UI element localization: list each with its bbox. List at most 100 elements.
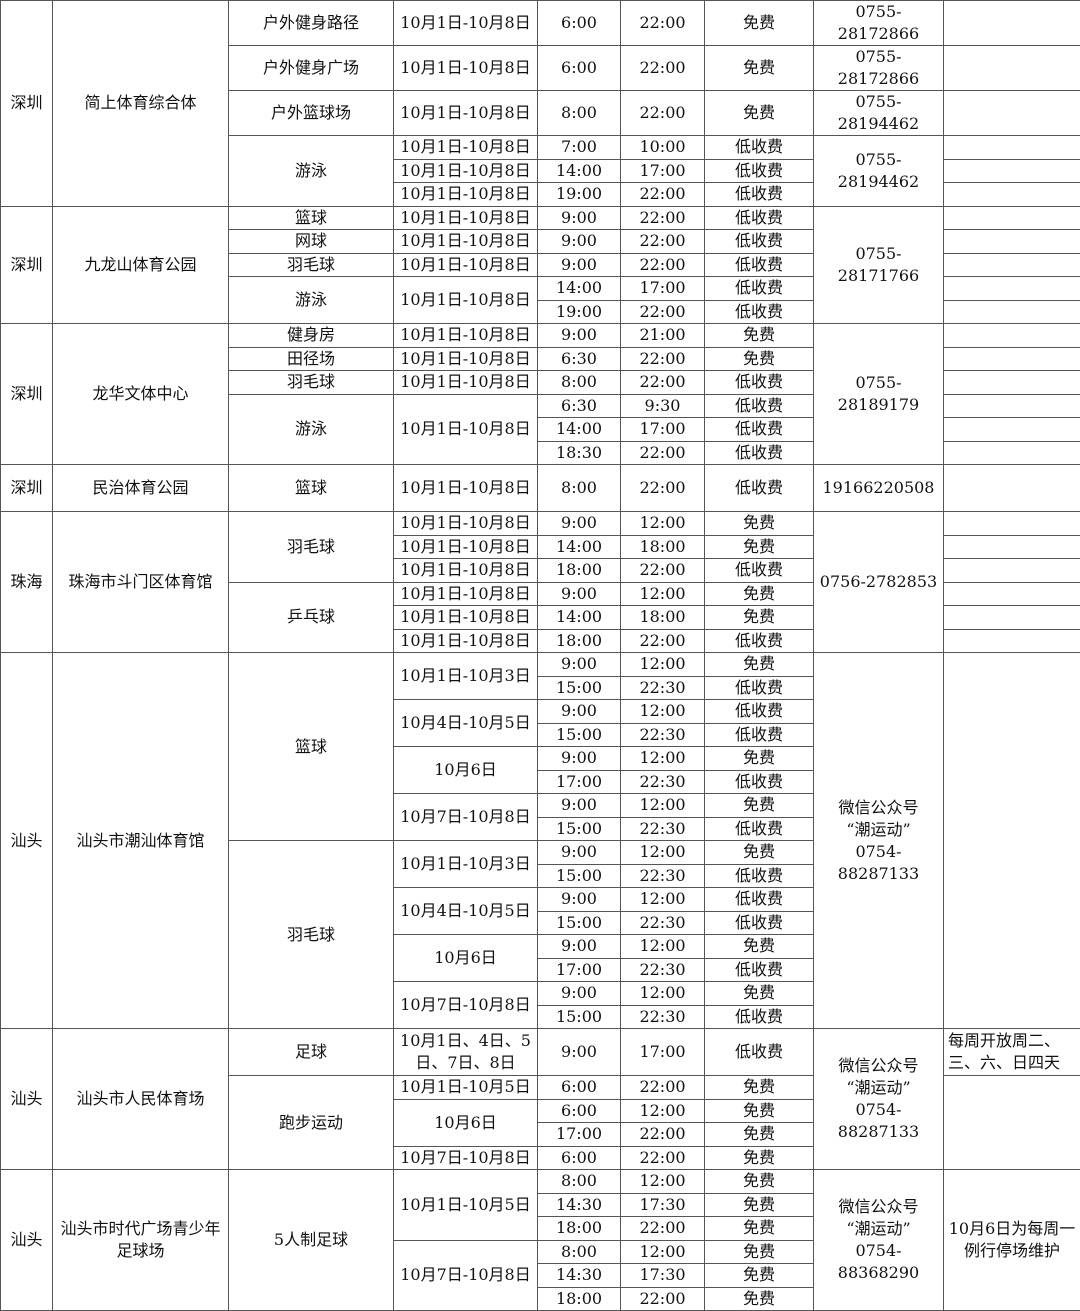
note-cell: 每周开放周二、三、六、日四天 xyxy=(944,1029,1080,1076)
fee-cell: 低收费 xyxy=(705,136,814,160)
open-time-cell: 15:00 xyxy=(538,817,621,841)
date-range-cell: 10月1日-10月8日 xyxy=(394,277,538,324)
open-time-cell: 6:00 xyxy=(538,46,621,91)
date-range-cell: 10月1日-10月8日 xyxy=(394,347,538,371)
facility-cell: 游泳 xyxy=(229,277,394,324)
facility-cell: 健身房 xyxy=(229,324,394,348)
open-time-cell: 9:00 xyxy=(538,582,621,606)
fee-cell: 低收费 xyxy=(705,441,814,465)
date-range-cell: 10月1日、4日、5日、7日、8日 xyxy=(394,1029,538,1076)
open-time-cell: 6:00 xyxy=(538,1076,621,1100)
city-cell: 深圳 xyxy=(1,1,53,207)
date-range-cell: 10月1日-10月8日 xyxy=(394,1,538,46)
fee-cell: 免费 xyxy=(705,1240,814,1264)
note-cell xyxy=(944,300,1080,324)
note-cell xyxy=(944,206,1080,230)
note-cell xyxy=(944,136,1080,160)
close-time-cell: 17:30 xyxy=(621,1193,705,1217)
date-range-cell: 10月1日-10月8日 xyxy=(394,535,538,559)
open-time-cell: 18:00 xyxy=(538,1217,621,1241)
open-time-cell: 19:00 xyxy=(538,183,621,207)
fee-cell: 免费 xyxy=(705,653,814,677)
fee-cell: 免费 xyxy=(705,1217,814,1241)
contact-cell: 0755-28194462 xyxy=(814,136,944,207)
city-cell: 汕头 xyxy=(1,1029,53,1170)
facility-cell: 篮球 xyxy=(229,653,394,841)
date-range-cell: 10月1日-10月8日 xyxy=(394,206,538,230)
fee-cell: 免费 xyxy=(705,1076,814,1100)
note-cell xyxy=(944,535,1080,559)
close-time-cell: 22:00 xyxy=(621,46,705,91)
close-time-cell: 21:00 xyxy=(621,324,705,348)
open-time-cell: 14:00 xyxy=(538,277,621,301)
close-time-cell: 22:00 xyxy=(621,183,705,207)
contact-cell: 微信公众号 “潮运动” 0754-88287133 xyxy=(814,1029,944,1170)
close-time-cell: 22:30 xyxy=(621,911,705,935)
facility-cell: 网球 xyxy=(229,230,394,254)
close-time-cell: 22:00 xyxy=(621,1123,705,1147)
close-time-cell: 12:00 xyxy=(621,1240,705,1264)
open-time-cell: 9:00 xyxy=(538,841,621,865)
contact-cell: 19166220508 xyxy=(814,465,944,512)
contact-cell: 0755-28194462 xyxy=(814,91,944,136)
facility-cell: 羽毛球 xyxy=(229,371,394,395)
fee-cell: 低收费 xyxy=(705,770,814,794)
note-cell xyxy=(944,46,1080,91)
note-cell xyxy=(944,1,1080,46)
fee-cell: 低收费 xyxy=(705,206,814,230)
fee-cell: 低收费 xyxy=(705,465,814,512)
fee-cell: 低收费 xyxy=(705,676,814,700)
date-range-cell: 10月1日-10月8日 xyxy=(394,136,538,160)
date-range-cell: 10月1日-10月8日 xyxy=(394,559,538,583)
open-time-cell: 18:00 xyxy=(538,1287,621,1311)
close-time-cell: 12:00 xyxy=(621,747,705,771)
open-time-cell: 9:00 xyxy=(538,747,621,771)
facility-cell: 户外健身路径 xyxy=(229,1,394,46)
fee-cell: 免费 xyxy=(705,535,814,559)
open-time-cell: 17:00 xyxy=(538,1123,621,1147)
fee-cell: 免费 xyxy=(705,582,814,606)
open-time-cell: 9:00 xyxy=(538,206,621,230)
note-cell xyxy=(944,324,1080,348)
open-time-cell: 6:30 xyxy=(538,347,621,371)
close-time-cell: 22:00 xyxy=(621,1287,705,1311)
open-time-cell: 14:30 xyxy=(538,1193,621,1217)
close-time-cell: 22:00 xyxy=(621,1217,705,1241)
facility-cell: 跑步运动 xyxy=(229,1076,394,1170)
date-range-cell: 10月1日-10月8日 xyxy=(394,465,538,512)
fee-cell: 免费 xyxy=(705,1146,814,1170)
close-time-cell: 12:00 xyxy=(621,582,705,606)
fee-cell: 免费 xyxy=(705,1,814,46)
open-time-cell: 9:00 xyxy=(538,794,621,818)
close-time-cell: 22:00 xyxy=(621,253,705,277)
note-cell xyxy=(944,653,1080,1029)
close-time-cell: 12:00 xyxy=(621,1099,705,1123)
date-range-cell: 10月1日-10月8日 xyxy=(394,324,538,348)
facility-cell: 篮球 xyxy=(229,465,394,512)
close-time-cell: 12:00 xyxy=(621,512,705,536)
note-cell xyxy=(944,559,1080,583)
fee-cell: 低收费 xyxy=(705,418,814,442)
date-range-cell: 10月1日-10月8日 xyxy=(394,183,538,207)
note-cell xyxy=(944,159,1080,183)
open-time-cell: 18:30 xyxy=(538,441,621,465)
fee-cell: 低收费 xyxy=(705,277,814,301)
open-time-cell: 9:00 xyxy=(538,888,621,912)
date-range-cell: 10月1日-10月8日 xyxy=(394,159,538,183)
contact-cell: 0756-2782853 xyxy=(814,512,944,653)
close-time-cell: 22:00 xyxy=(621,1,705,46)
close-time-cell: 12:00 xyxy=(621,982,705,1006)
fee-cell: 低收费 xyxy=(705,864,814,888)
open-time-cell: 15:00 xyxy=(538,723,621,747)
fee-cell: 免费 xyxy=(705,512,814,536)
close-time-cell: 22:00 xyxy=(621,347,705,371)
close-time-cell: 22:30 xyxy=(621,723,705,747)
date-range-cell: 10月7日-10月8日 xyxy=(394,1146,538,1170)
close-time-cell: 10:00 xyxy=(621,136,705,160)
city-cell: 深圳 xyxy=(1,324,53,465)
fee-cell: 免费 xyxy=(705,1264,814,1288)
